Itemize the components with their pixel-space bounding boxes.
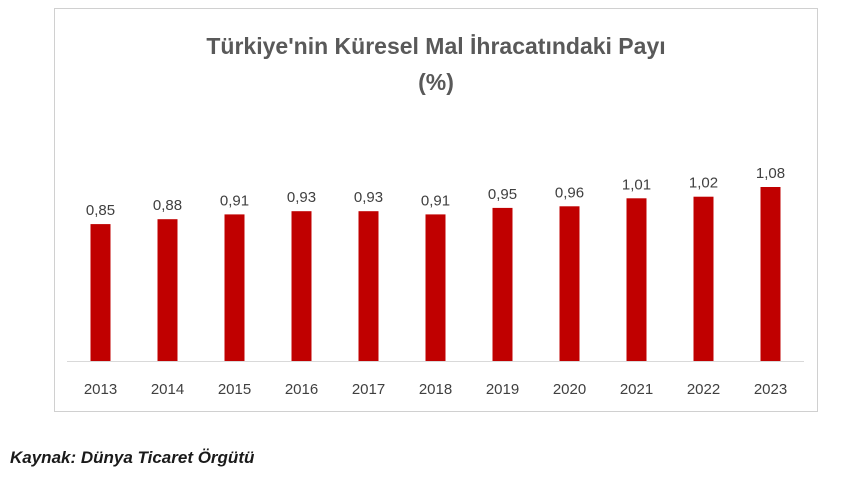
x-tick-label-2020: 2020 [553, 381, 586, 398]
data-label-2021: 1,01 [622, 176, 651, 193]
source-note: Kaynak: Dünya Ticaret Örgütü [10, 448, 255, 467]
x-tick-label-2018: 2018 [419, 381, 452, 398]
data-label-2015: 0,91 [220, 192, 249, 209]
bar-2016 [291, 211, 312, 361]
bar-2018 [425, 214, 446, 361]
data-label-2022: 1,02 [689, 175, 718, 192]
bar-2014 [157, 219, 178, 361]
chart-subtitle: (%) [418, 69, 454, 95]
bar-2017 [358, 211, 379, 361]
bar-chart-plot: 0,85 2013 0,88 2014 0,91 2015 0,93 2016 0,93 2017… [67, 165, 804, 398]
x-tick-label-2021: 2021 [620, 381, 653, 398]
bar-2015 [224, 214, 245, 361]
data-label-2018: 0,91 [421, 192, 450, 209]
data-label-2023: 1,08 [756, 165, 785, 182]
bar-2023 [760, 187, 781, 361]
bar-2019 [492, 207, 513, 361]
chart-title: Türkiye'nin Küresel Mal İhracatındaki Pa… [206, 33, 666, 59]
data-label-2016: 0,93 [287, 189, 316, 206]
data-label-2017: 0,93 [354, 189, 383, 206]
x-tick-label-2019: 2019 [486, 381, 519, 398]
data-label-2020: 0,96 [555, 184, 584, 201]
x-tick-label-2016: 2016 [285, 381, 318, 398]
x-tick-label-2015: 2015 [218, 381, 251, 398]
data-label-2019: 0,95 [488, 186, 517, 203]
x-tick-label-2023: 2023 [754, 381, 787, 398]
x-tick-label-2022: 2022 [687, 381, 720, 398]
x-tick-label-2017: 2017 [352, 381, 385, 398]
data-label-2014: 0,88 [153, 197, 182, 214]
bar-2013 [90, 224, 111, 361]
data-label-2013: 0,85 [86, 202, 115, 219]
chart-frame: Türkiye'nin Küresel Mal İhracatındaki Pa… [54, 8, 818, 412]
bar-2020 [559, 206, 580, 361]
bar-2022 [693, 196, 714, 361]
x-tick-label-2014: 2014 [151, 381, 184, 398]
x-tick-label-2013: 2013 [84, 381, 117, 398]
bar-2021 [626, 198, 647, 361]
